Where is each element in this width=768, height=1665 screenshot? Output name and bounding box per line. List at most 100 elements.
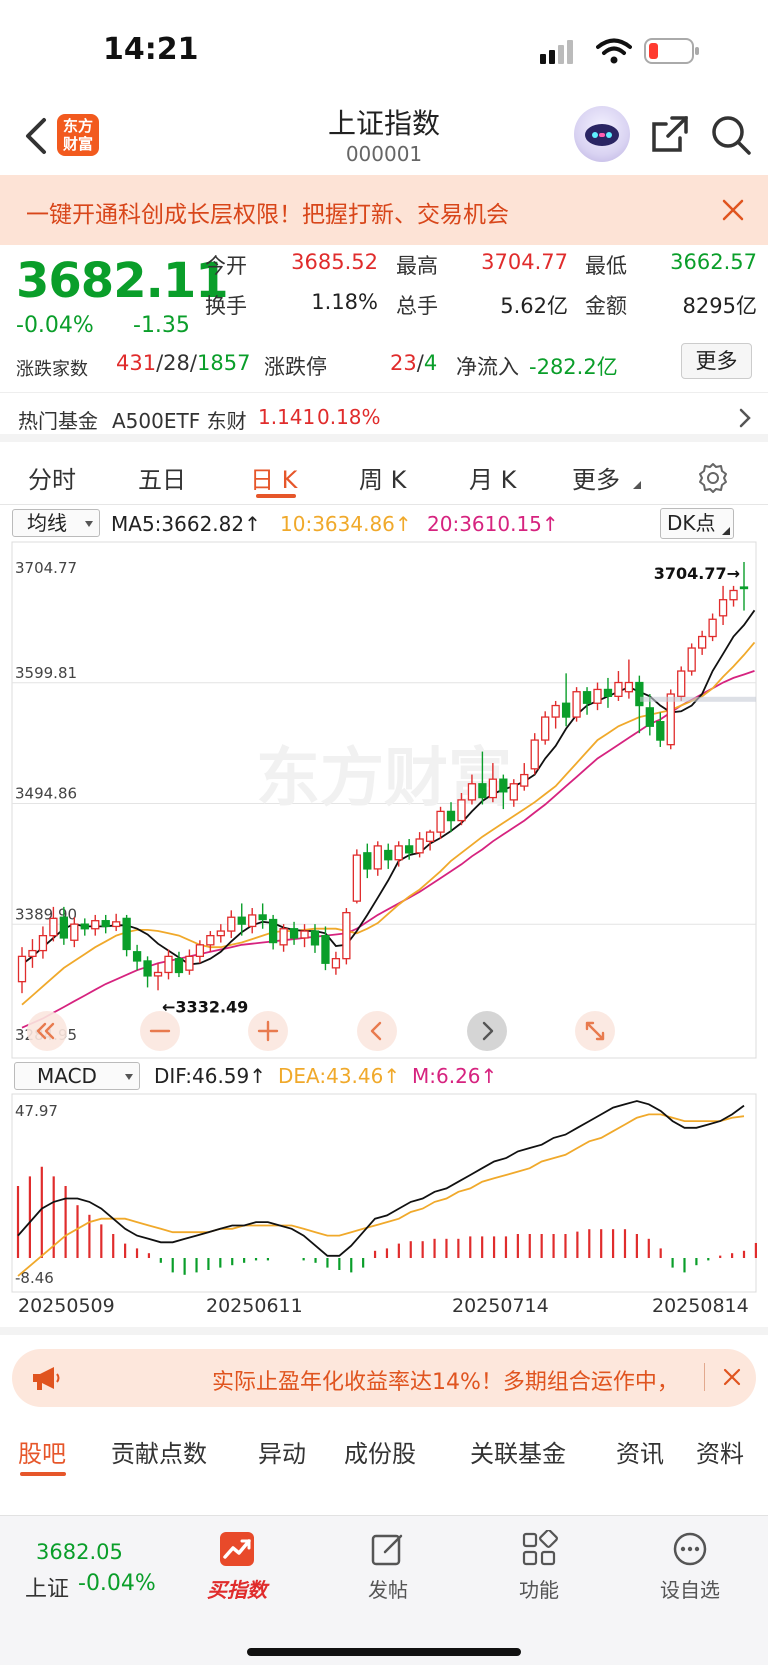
tab-related-funds[interactable]: 关联基金 <box>470 1440 566 1468</box>
chevron-right-icon[interactable] <box>737 407 753 429</box>
macd-selector-label: MACD <box>37 1064 97 1088</box>
advance-decline-label: 涨跌家数 <box>16 359 88 380</box>
nav-index-price[interactable]: 3682.05 <box>36 1540 123 1564</box>
last-price: 3682.11 <box>16 253 229 309</box>
candle-up <box>394 845 403 861</box>
candle-up <box>697 635 707 649</box>
ad-text[interactable]: 实际止盈年化收益率达14%！多期组合运作中， <box>212 1370 679 1395</box>
date-tick-label: 20250611 <box>206 1295 303 1317</box>
status-time: 14:21 <box>103 32 199 67</box>
net-inflow-label: 净流入 <box>456 355 519 379</box>
hot-fund-change: 0.18% <box>317 405 381 429</box>
tab-weekly-k[interactable]: 周 K <box>359 466 407 494</box>
share-icon[interactable] <box>650 114 690 154</box>
candle-up <box>227 916 236 932</box>
hot-fund-row[interactable]: 热门基金 A500ETF 东财 1.141 0.18% <box>0 392 768 442</box>
tab-profile[interactable]: 资料 <box>696 1440 744 1468</box>
candle-down <box>289 928 299 939</box>
candle-down <box>101 920 110 928</box>
promo-banner-text[interactable]: 一键开通科创成长层权限！把握打新、交易机会 <box>26 202 509 228</box>
macd-selector[interactable]: MACD <box>14 1062 140 1090</box>
macd-dea-line <box>17 1113 745 1277</box>
macd-chart[interactable]: 47.97 -8.46 <box>0 1093 768 1293</box>
macd-indicator-row: MACD DIF:46.59↑ DEA:43.46↑ M:6.26↑ <box>0 1060 768 1094</box>
candle-up <box>614 681 623 697</box>
net-inflow-value: -282.2亿 <box>529 355 618 379</box>
macd-frame <box>11 1093 757 1293</box>
candle-up <box>425 831 435 842</box>
tab-more[interactable]: 更多 <box>572 466 620 494</box>
nav-add-watchlist[interactable]: 设自选 <box>645 1530 735 1603</box>
candle-down <box>174 958 184 974</box>
macd-dif-value: DIF:46.59↑ <box>154 1064 267 1088</box>
candle-down <box>739 586 749 590</box>
candle-up <box>488 778 498 799</box>
zoom-out-control-icon[interactable] <box>140 1011 180 1051</box>
hot-fund-price: 1.141 <box>258 405 316 429</box>
ma-selector[interactable]: 均线 <box>12 509 100 537</box>
back-button[interactable] <box>20 116 56 156</box>
caret-down-icon <box>125 1074 133 1080</box>
candle-down <box>258 914 267 921</box>
candle-up <box>467 783 477 801</box>
tab-movement[interactable]: 异动 <box>258 1440 306 1468</box>
candle-down <box>446 810 456 822</box>
search-icon[interactable] <box>710 114 752 156</box>
promo-banner[interactable]: 一键开通科创成长层权限！把握打新、交易机会 <box>0 175 768 245</box>
candle-up <box>91 920 100 930</box>
limit-values: 23/4 <box>390 351 438 375</box>
candle-down <box>268 918 278 944</box>
assistant-robot-icon[interactable] <box>574 106 630 162</box>
nav-functions[interactable]: 功能 <box>494 1530 584 1603</box>
tab-five-day[interactable]: 五日 <box>138 466 186 494</box>
edit-icon <box>371 1534 403 1566</box>
candle-up <box>70 923 79 941</box>
date-tick-label: 20250714 <box>452 1295 549 1317</box>
close-icon[interactable] <box>720 197 746 223</box>
advance-down-count: 1857 <box>196 351 251 375</box>
nav-index-label[interactable]: 上证 <box>25 1577 70 1602</box>
candle-down <box>405 845 414 854</box>
nav-post[interactable]: 发帖 <box>343 1530 433 1603</box>
close-icon[interactable] <box>722 1367 742 1387</box>
fullscreen-control-icon[interactable] <box>575 1011 615 1051</box>
candle-down <box>132 951 142 962</box>
amount-value: 8295亿 <box>682 294 757 318</box>
tab-contribution[interactable]: 贡献点数 <box>111 1440 207 1468</box>
gear-icon[interactable] <box>697 462 729 494</box>
volume-label: 总手 <box>396 294 438 318</box>
tab-monthly-k[interactable]: 月 K <box>469 466 517 494</box>
nav-buy-index[interactable]: 买指数 <box>192 1530 282 1603</box>
candle-down <box>384 849 393 861</box>
content-tabs: 股吧 贡献点数 异动 成份股 关联基金 资讯 资料 <box>0 1420 768 1480</box>
battery-icon <box>644 38 699 64</box>
ma-indicator-row: 均线 MA5:3662.82↑ 10:3634.86↑ 20:3610.15↑ … <box>0 506 768 542</box>
nav-post-label: 发帖 <box>368 1578 408 1602</box>
tab-daily-k[interactable]: 日 K <box>250 466 298 494</box>
ad-bar[interactable]: 实际止盈年化收益率达14%！多期组合运作中， <box>12 1349 756 1407</box>
candle-up <box>331 958 341 969</box>
kline-chart[interactable]: 3704.773599.813494.863389.903284.95东方财富3… <box>0 540 768 1060</box>
change-percent: -0.04% <box>16 313 94 338</box>
next-control-icon[interactable] <box>467 1011 507 1051</box>
caret-down-icon <box>85 521 93 527</box>
tab-constituents[interactable]: 成份股 <box>344 1440 416 1468</box>
candle-up <box>185 955 194 971</box>
zoom-in-control-icon[interactable] <box>248 1011 288 1051</box>
candle-down <box>603 688 613 697</box>
low-annotation: ←3332.49 <box>162 997 248 1016</box>
more-button[interactable]: 更多 <box>681 343 752 379</box>
tab-guba[interactable]: 股吧 <box>18 1440 66 1468</box>
candle-up <box>195 944 205 958</box>
rewind-control-icon[interactable] <box>27 1011 67 1051</box>
dk-point-label: DK点 <box>667 511 716 535</box>
nav-index-percent[interactable]: -0.04% <box>78 1571 156 1596</box>
tab-intraday[interactable]: 分时 <box>28 466 76 494</box>
candle-up <box>415 838 424 854</box>
tab-news[interactable]: 资讯 <box>616 1440 664 1468</box>
app-logo[interactable]: 东方财富 <box>57 114 99 156</box>
prev-control-icon[interactable] <box>357 1011 397 1051</box>
dk-point-button[interactable]: DK点 <box>660 508 734 539</box>
date-tick-label: 20250814 <box>652 1295 749 1317</box>
candle-up <box>677 670 686 697</box>
